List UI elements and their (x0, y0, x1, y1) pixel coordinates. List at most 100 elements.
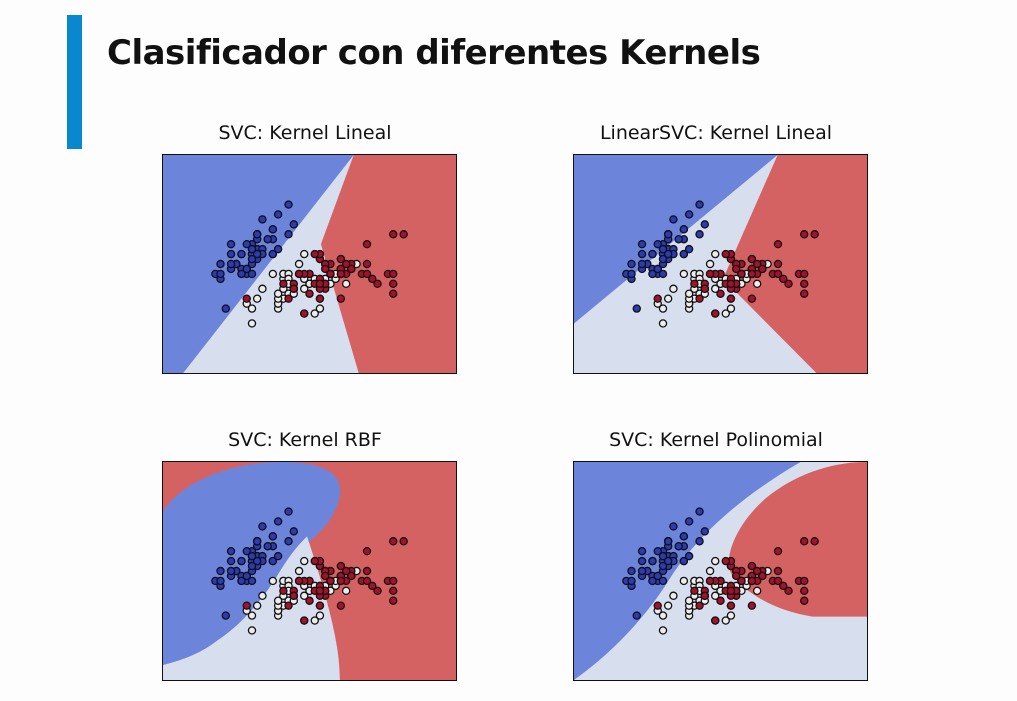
data-point-class0 (221, 611, 230, 620)
data-point-class2 (315, 586, 325, 596)
data-point-class0 (669, 215, 678, 224)
data-point-class0 (695, 230, 704, 239)
data-point-class2 (289, 591, 299, 600)
data-point-class0 (237, 269, 246, 279)
data-point-class0 (216, 269, 225, 279)
data-point-class1 (294, 259, 304, 269)
data-point-class2 (773, 566, 783, 576)
data-point-class1 (268, 269, 278, 279)
data-point-class2 (711, 309, 720, 318)
scatter-plot (574, 155, 867, 373)
data-point-class2 (737, 269, 746, 279)
data-point-class1 (268, 576, 278, 586)
data-point-class0 (263, 542, 272, 551)
data-point-class2 (773, 259, 783, 269)
data-point-class2 (716, 289, 725, 298)
data-point-class2 (315, 294, 325, 303)
data-point-class1 (247, 304, 257, 313)
data-point-class2 (653, 294, 662, 303)
data-point-class2 (726, 294, 736, 303)
data-point-class2 (279, 586, 288, 596)
data-point-class2 (373, 586, 382, 596)
data-point-class2 (653, 601, 662, 610)
data-point-class2 (800, 289, 809, 298)
data-point-class2 (284, 294, 293, 303)
data-point-class2 (399, 537, 408, 546)
data-point-class2 (800, 576, 809, 586)
data-point-class0 (252, 556, 262, 566)
data-point-class2 (773, 239, 783, 249)
data-point-class1 (341, 279, 351, 289)
data-point-class2 (747, 561, 757, 571)
data-point-class2 (336, 576, 346, 586)
data-point-class2 (800, 279, 809, 289)
accent-bar (67, 15, 82, 149)
data-point-class2 (389, 537, 398, 546)
data-point-class2 (300, 309, 309, 318)
data-point-class0 (252, 249, 262, 259)
data-point-class0 (674, 235, 683, 244)
data-point-class0 (669, 522, 678, 531)
data-point-class1 (711, 249, 720, 259)
data-point-class1 (721, 309, 730, 318)
data-point-class2 (389, 289, 398, 298)
data-point-class0 (226, 556, 236, 566)
data-point-class0 (289, 527, 299, 536)
chart-title: SVC: Kernel Lineal (218, 122, 392, 144)
data-point-class2 (336, 254, 346, 264)
data-point-class1 (669, 591, 678, 600)
plot-area (573, 461, 868, 681)
data-point-class2 (362, 566, 372, 576)
data-point-class1 (711, 284, 720, 293)
chart-title: SVC: Kernel RBF (228, 429, 382, 451)
data-point-class0 (658, 244, 668, 254)
data-point-class0 (247, 576, 257, 586)
data-point-class2 (368, 581, 377, 591)
data-point-class0 (627, 269, 636, 279)
data-point-class0 (684, 244, 694, 254)
data-point-class2 (705, 269, 715, 279)
data-point-class2 (773, 546, 783, 556)
data-point-class0 (653, 571, 662, 581)
scatter-plot (163, 462, 456, 680)
data-point-class0 (289, 220, 299, 229)
data-point-class0 (679, 556, 689, 566)
data-point-class2 (305, 596, 314, 605)
data-point-class2 (242, 294, 251, 303)
data-point-class0 (226, 239, 236, 249)
chart-panel-svc-linear: SVC: Kernel Lineal (140, 118, 470, 374)
data-point-class2 (389, 576, 398, 586)
chart-panel-linearsvc: LinearSVC: Kernel Lineal (551, 118, 881, 374)
data-point-class1 (300, 249, 309, 259)
data-point-class2 (305, 289, 314, 298)
data-point-class0 (684, 517, 694, 526)
data-point-class1 (273, 289, 283, 298)
data-point-class0 (627, 259, 636, 269)
data-point-class0 (648, 269, 657, 279)
data-point-class0 (632, 611, 641, 620)
data-point-class0 (226, 249, 236, 259)
data-point-class2 (389, 230, 398, 239)
data-point-class2 (800, 269, 809, 279)
data-point-class2 (284, 601, 293, 610)
data-point-class0 (653, 264, 662, 274)
data-point-class0 (273, 551, 283, 561)
data-point-class0 (632, 304, 641, 313)
data-point-class1 (705, 259, 715, 269)
data-point-class0 (637, 546, 647, 556)
data-point-class2 (336, 561, 346, 571)
data-point-class2 (389, 279, 398, 289)
data-point-class1 (247, 611, 257, 620)
data-point-class0 (663, 537, 673, 546)
data-point-class0 (216, 576, 225, 586)
data-point-class2 (747, 576, 757, 586)
data-point-class0 (700, 220, 710, 229)
data-point-class0 (273, 244, 283, 254)
data-point-class2 (810, 537, 819, 546)
data-point-class0 (263, 235, 272, 244)
data-point-class2 (362, 259, 372, 269)
data-point-class0 (658, 254, 668, 264)
data-point-class0 (637, 259, 647, 269)
data-point-class0 (237, 249, 246, 259)
data-point-class1 (752, 279, 762, 289)
